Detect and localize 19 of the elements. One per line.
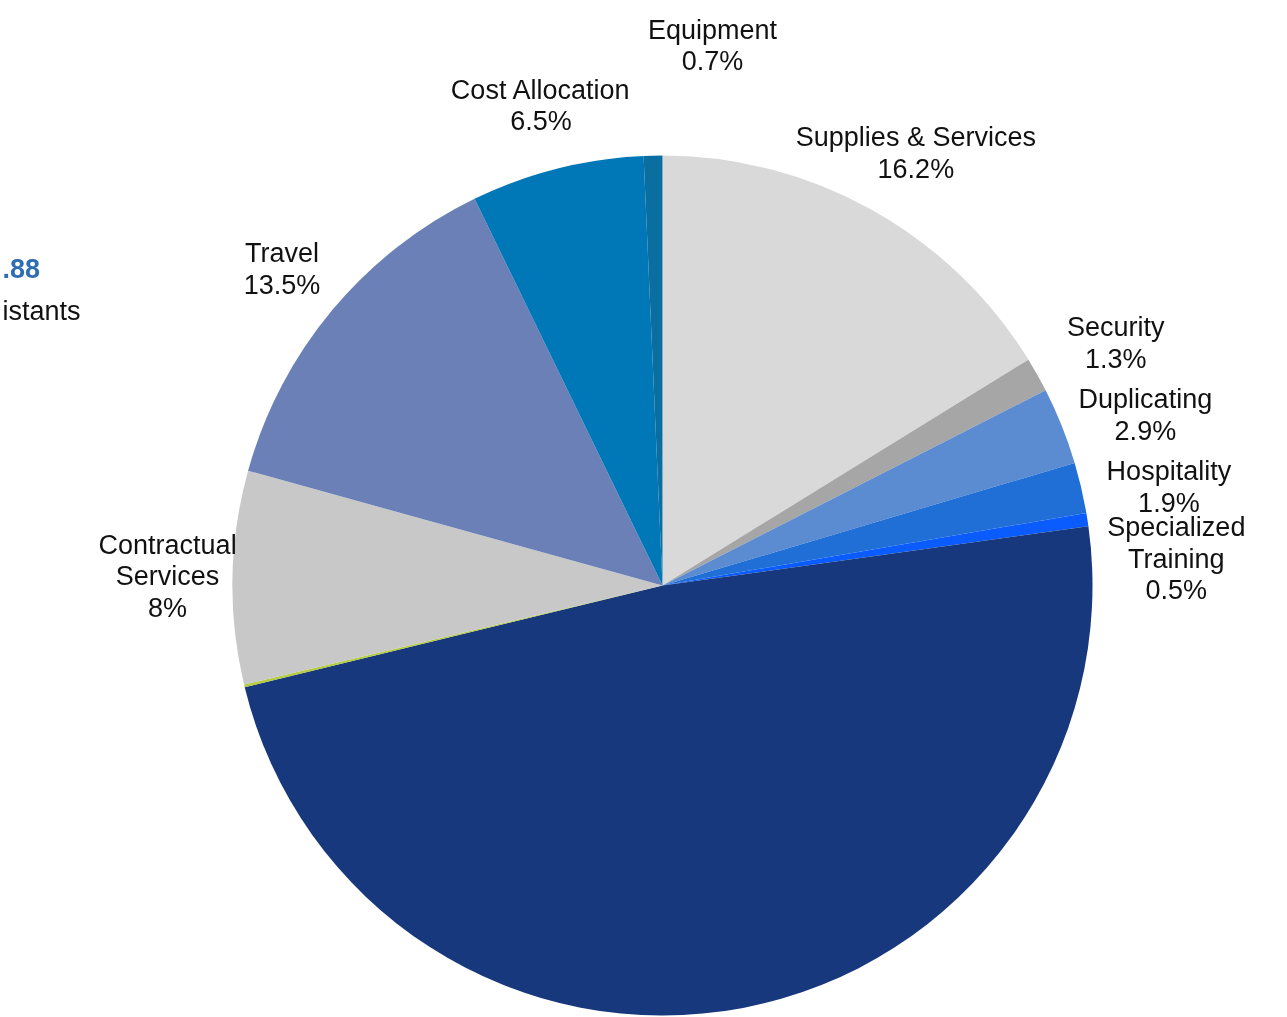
slice-label: Contractual Services xyxy=(98,529,237,592)
data-label: 1.3% xyxy=(1085,343,1147,374)
data-label: 16.2% xyxy=(877,153,955,184)
slice-label: Equipment xyxy=(647,14,778,45)
slice-label: Cost Allocation xyxy=(450,74,630,105)
slice-label: Travel xyxy=(245,238,320,269)
text: istants xyxy=(2,295,81,326)
text: .88 xyxy=(2,254,41,284)
data-label: 0.5% xyxy=(1145,575,1208,606)
slice-label: Duplicating xyxy=(1078,384,1213,415)
data-label: 13.5% xyxy=(243,269,321,300)
slice-label: Hospitality xyxy=(1106,456,1232,487)
data-label: 8% xyxy=(148,592,188,623)
slice-label: Specialized Training xyxy=(1107,512,1246,574)
slice-label: Supplies & Services xyxy=(795,122,1036,153)
data-label: 2.9% xyxy=(1114,415,1177,446)
data-label: 0.7% xyxy=(681,46,744,77)
data-label: 6.5% xyxy=(510,106,572,137)
slice-label: Security xyxy=(1067,312,1166,343)
